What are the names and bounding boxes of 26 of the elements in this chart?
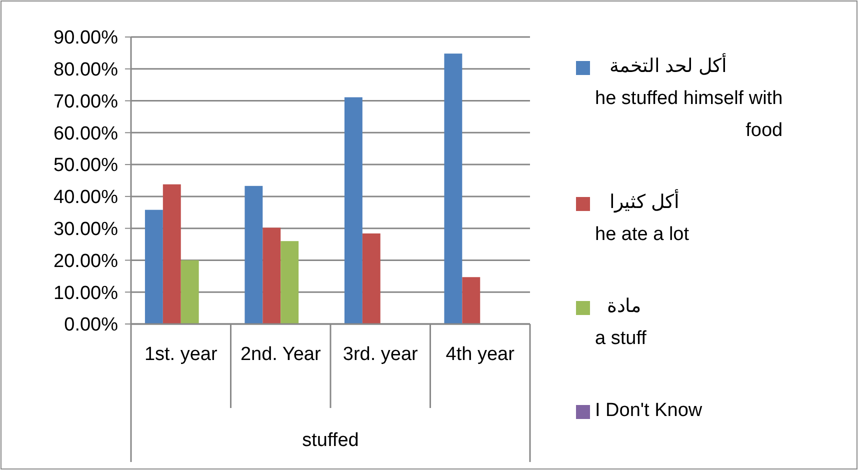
y-tick-label: 10.00% xyxy=(54,282,118,304)
y-tick-label: 80.00% xyxy=(54,60,118,81)
y-tick-label: 0.00% xyxy=(64,314,118,336)
bar xyxy=(244,186,263,324)
x-axis-title: stuffed xyxy=(302,430,359,451)
bar xyxy=(180,260,199,324)
y-tick-label: 60.00% xyxy=(54,123,118,144)
bar xyxy=(462,277,480,324)
bar xyxy=(262,228,281,324)
bar xyxy=(344,97,362,324)
legend-label: I Don't Know xyxy=(595,400,702,421)
y-tick-label: 30.00% xyxy=(54,218,118,240)
y-tick-label: 40.00% xyxy=(54,187,118,208)
x-tick-label: 4th year xyxy=(446,344,516,365)
bar xyxy=(362,233,380,324)
x-tick-label: 3rd. year xyxy=(342,344,419,365)
x-tick-label: 1st. year xyxy=(144,344,218,365)
y-tick-label: 50.00% xyxy=(54,155,118,176)
y-tick-label: 90.00% xyxy=(54,28,118,49)
bar xyxy=(162,184,181,324)
bar xyxy=(444,54,462,324)
x-tick-label: 2nd. Year xyxy=(240,344,322,365)
y-tick-label: 20.00% xyxy=(54,250,118,272)
bar xyxy=(280,241,299,324)
bar xyxy=(144,210,163,324)
y-tick-label: 70.00% xyxy=(54,91,118,112)
